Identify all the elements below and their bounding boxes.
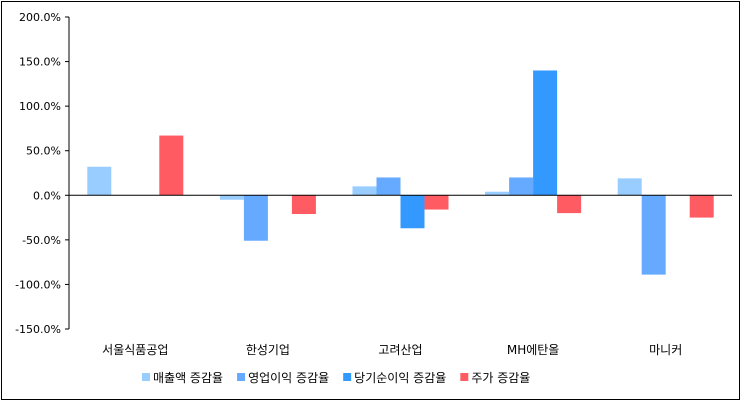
category-label: 마니커: [649, 343, 682, 357]
bars: [87, 70, 714, 275]
category-label: 서울식품공업: [102, 343, 168, 357]
legend-item: 주가 증감율: [460, 371, 530, 385]
y-tick-label: -100.0%: [15, 278, 61, 291]
bar: [159, 135, 184, 196]
bar: [400, 195, 425, 229]
legend-swatch: [142, 373, 150, 381]
bar: [243, 195, 268, 241]
bar: [376, 177, 401, 196]
y-tick-label: 150.0%: [19, 56, 61, 69]
legend-swatch: [237, 373, 246, 381]
legend-swatch: [460, 373, 469, 381]
legend-label: 매출액 증감율: [153, 371, 223, 385]
legend-swatch: [343, 373, 352, 381]
bar: [485, 191, 510, 196]
bar: [291, 195, 316, 215]
category-label: 고려산업: [378, 343, 422, 357]
bar: [641, 195, 666, 275]
y-axis: 200.0% 150.0% 100.0% 50.0% 0.0% -50.0% -100.0%…: [15, 11, 70, 336]
y-tick-label: 0.0%: [33, 189, 61, 202]
y-tick-label: -50.0%: [22, 234, 61, 247]
category-label: MH에탄올: [507, 343, 560, 357]
category-label: 한성기업: [246, 343, 290, 357]
bar: [352, 186, 377, 196]
legend-label: 당기순이익 증감율: [354, 371, 446, 385]
bar: [219, 195, 244, 200]
bar: [424, 195, 449, 210]
y-tick-label: 50.0%: [26, 145, 61, 158]
y-tick-label: 200.0%: [19, 11, 61, 24]
legend-item: 영업이익 증감율: [237, 371, 329, 385]
bar: [509, 177, 534, 196]
legend-label: 영업이익 증감율: [248, 371, 329, 385]
legend-label: 주가 증감율: [471, 371, 530, 385]
bar: [617, 178, 642, 196]
y-tick-label: 100.0%: [19, 100, 61, 113]
legend-item: 당기순이익 증감율: [343, 371, 446, 385]
x-axis: 서울식품공업 한성기업 고려산업 MH에탄올 마니커: [69, 194, 732, 357]
legend: 매출액 증감율 영업이익 증감율 당기순이익 증감율 주가 증감율: [142, 371, 530, 385]
bar: [533, 70, 558, 196]
bar: [557, 195, 582, 214]
legend-item: 매출액 증감율: [142, 371, 223, 385]
bar: [689, 195, 714, 218]
y-tick-label: -150.0%: [15, 323, 61, 336]
bar: [87, 166, 112, 196]
